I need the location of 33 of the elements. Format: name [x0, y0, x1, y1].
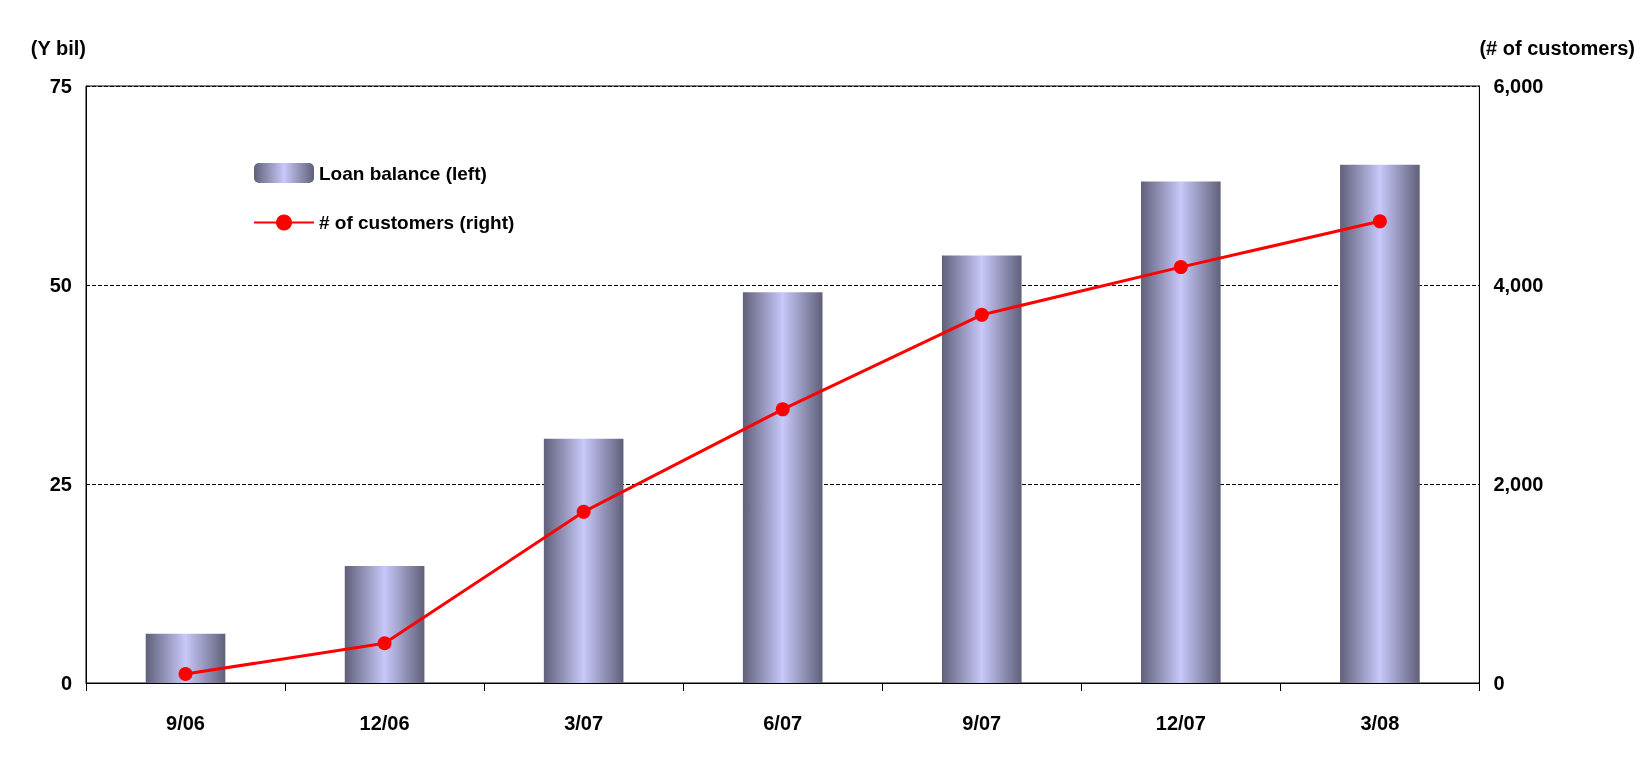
y-tick-label: 0 [60, 672, 72, 694]
bar [1141, 181, 1221, 683]
x-tick-label: 9/06 [166, 712, 205, 734]
x-tick-label: 12/06 [359, 712, 410, 734]
point [576, 504, 591, 519]
x-tick-label: 9/07 [962, 712, 1002, 734]
point [1372, 214, 1387, 229]
bar [742, 292, 823, 683]
y-tick-label: 75 [49, 75, 72, 97]
y2-axis-title: (# of customers) [1479, 37, 1636, 59]
legend-label: Loan balance (left) [319, 162, 487, 184]
bar [543, 438, 624, 683]
y2-tick-label: 2,000 [1493, 473, 1544, 495]
x-tick-label: 3/07 [564, 712, 604, 734]
y2-tick-label: 4,000 [1493, 274, 1544, 296]
bar [941, 255, 1022, 683]
x-tick-label: 12/07 [1155, 712, 1206, 734]
bar [344, 565, 425, 683]
bar [145, 633, 226, 683]
point [377, 636, 392, 651]
bar [1340, 164, 1420, 683]
point [974, 307, 989, 322]
point [775, 402, 790, 417]
y2-tick-label: 6,000 [1493, 75, 1544, 97]
y-axis-title: (Y bil) [30, 37, 86, 59]
y-tick-label: 50 [49, 274, 72, 296]
x-tick-label: 3/08 [1360, 712, 1400, 734]
y-tick-label: 25 [49, 473, 72, 495]
point [1173, 260, 1188, 275]
x-tick-label: 6/07 [763, 712, 803, 734]
point [178, 667, 193, 682]
y2-tick-label: 0 [1493, 672, 1505, 694]
legend-label: # of customers (right) [319, 212, 515, 233]
